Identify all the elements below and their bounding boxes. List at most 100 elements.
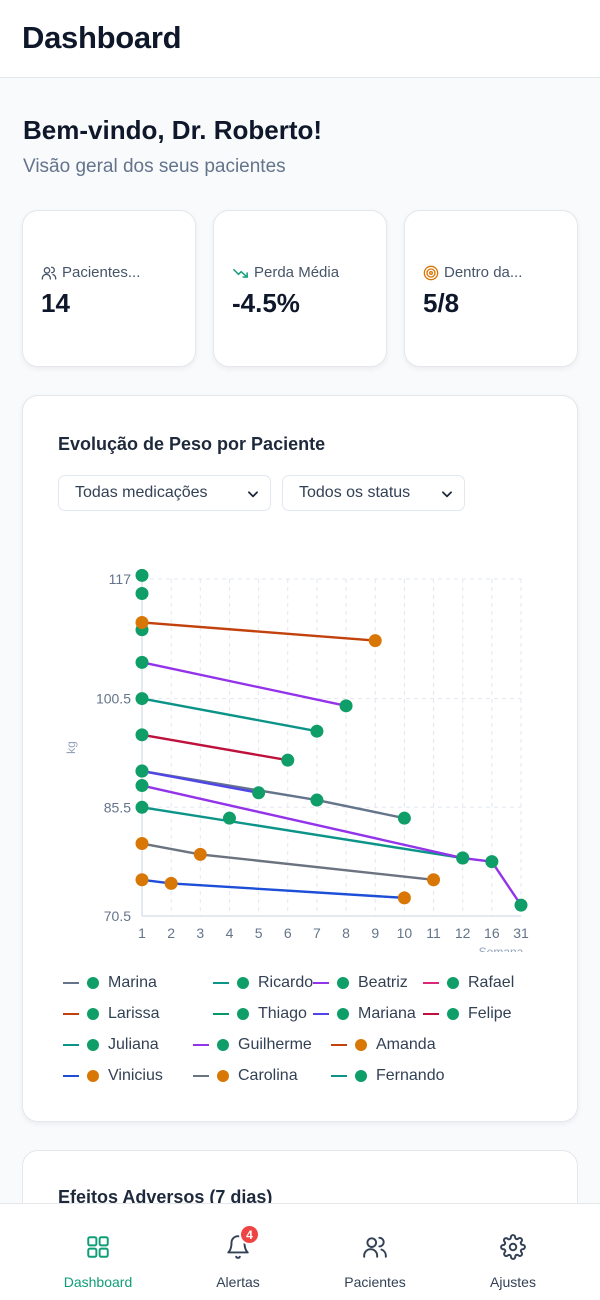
legend-item-ricardo[interactable]: Ricardo	[213, 974, 313, 992]
legend-item-vinicius[interactable]: Vinicius	[63, 1067, 163, 1085]
legend-label: Beatriz	[358, 974, 408, 991]
data-point-marina	[310, 793, 324, 807]
select-value: Todas medicações	[75, 484, 208, 501]
data-point-beatriz	[135, 779, 149, 793]
stat-value: 5/8	[423, 288, 460, 318]
stat-card-avg-loss[interactable]: Perda Média -4.5%	[213, 210, 387, 367]
series-line-mariana	[141, 769, 259, 794]
legend-label: Rafael	[468, 974, 515, 991]
data-point-amanda	[135, 615, 149, 629]
legend-label: Vinicius	[108, 1067, 163, 1084]
data-point-marina	[397, 811, 411, 825]
legend-item-marina[interactable]: Marina	[63, 974, 157, 992]
x-tick-label: 16	[484, 925, 500, 941]
chart-title: Evolução de Peso por Paciente	[58, 434, 326, 454]
trending-down-icon	[232, 265, 249, 281]
legend-line-swatch	[63, 1013, 79, 1015]
legend-dot-swatch	[337, 977, 349, 989]
series-line-felipe	[141, 733, 288, 762]
legend-label: Fernando	[376, 1067, 445, 1084]
nav-alerts[interactable]: 4 Alertas	[163, 1204, 313, 1300]
data-point-beatriz	[485, 855, 499, 869]
y-tick-label: 70.5	[104, 908, 131, 924]
legend-line-swatch	[193, 1044, 209, 1046]
legend-dot-swatch	[87, 1070, 99, 1082]
data-point-carolina	[193, 847, 207, 861]
series-line-beatriz	[141, 784, 522, 906]
legend-item-amanda[interactable]: Amanda	[331, 1036, 436, 1054]
data-point-vinicius	[397, 891, 411, 905]
legend-item-guilherme[interactable]: Guilherme	[193, 1036, 312, 1054]
legend-item-thiago[interactable]: Thiago	[213, 1005, 307, 1023]
stat-card-patients[interactable]: Pacientes... 14	[22, 210, 196, 367]
stat-value: 14	[41, 288, 70, 318]
legend-label: Felipe	[468, 1005, 512, 1022]
stat-label: Pacientes...	[62, 264, 141, 281]
legend-dot-swatch	[447, 977, 459, 989]
legend-line-swatch	[331, 1075, 347, 1077]
data-point-juliana	[135, 692, 149, 706]
legend-line-swatch	[313, 982, 329, 984]
legend-line-swatch	[213, 1013, 229, 1015]
legend-line-swatch	[423, 982, 439, 984]
legend-item-juliana[interactable]: Juliana	[63, 1036, 159, 1054]
users-icon	[362, 1234, 388, 1260]
data-point-vinicius	[135, 873, 149, 887]
legend-item-felipe[interactable]: Felipe	[423, 1005, 512, 1023]
legend-item-beatriz[interactable]: Beatriz	[313, 974, 408, 992]
legend-line-swatch	[213, 982, 229, 984]
data-point-ricardo	[135, 800, 149, 814]
chevron-down-icon	[246, 487, 260, 506]
legend-item-rafael[interactable]: Rafael	[423, 974, 514, 992]
y-tick-label: 117	[109, 571, 132, 587]
legend-line-swatch	[63, 982, 79, 984]
legend-label: Thiago	[258, 1005, 307, 1022]
nav-dashboard[interactable]: Dashboard	[23, 1204, 173, 1300]
series-line-amanda	[141, 621, 376, 642]
nav-settings[interactable]: Ajustes	[438, 1204, 588, 1300]
adverse-effects-title: Efeitos Adversos (7 dias)	[58, 1187, 273, 1207]
legend-item-carolina[interactable]: Carolina	[193, 1067, 298, 1085]
alert-count-badge: 4	[239, 1224, 260, 1245]
x-tick-label: 10	[397, 925, 413, 941]
data-point-vinicius	[164, 876, 178, 890]
welcome-title: Bem-vindo, Dr. Roberto!	[23, 115, 323, 145]
legend-line-swatch	[63, 1075, 79, 1077]
medication-filter-select[interactable]: Todas medicações	[58, 475, 271, 511]
data-point-carolina	[135, 837, 149, 851]
select-value: Todos os status	[299, 484, 411, 501]
legend-label: Mariana	[358, 1005, 416, 1022]
legend-dot-swatch	[237, 977, 249, 989]
data-point-rafael	[135, 568, 149, 582]
legend-dot-swatch	[87, 1039, 99, 1051]
series-line-guilherme	[141, 661, 347, 708]
legend-item-larissa[interactable]: Larissa	[63, 1005, 160, 1023]
nav-patients[interactable]: Pacientes	[300, 1204, 450, 1300]
legend-item-fernando[interactable]: Fernando	[331, 1067, 445, 1085]
legend-dot-swatch	[87, 1008, 99, 1020]
legend-label: Guilherme	[238, 1036, 312, 1053]
y-tick-label: 85.5	[104, 799, 131, 815]
nav-label: Dashboard	[63, 1274, 133, 1290]
legend-item-mariana[interactable]: Mariana	[313, 1005, 416, 1023]
x-tick-label: 5	[255, 925, 263, 941]
series-line-juliana	[141, 697, 318, 733]
stat-card-in-range[interactable]: Dentro da... 5/8	[404, 210, 578, 367]
data-point-larissa	[135, 586, 149, 600]
legend-line-swatch	[63, 1044, 79, 1046]
top-header: Dashboard	[0, 0, 600, 78]
x-tick-label: 6	[284, 925, 292, 941]
series-line-ricardo	[141, 806, 463, 860]
stat-value: -4.5%	[232, 288, 300, 318]
data-point-guilherme	[339, 699, 353, 713]
legend-line-swatch	[331, 1044, 347, 1046]
legend-label: Larissa	[108, 1005, 160, 1022]
legend-dot-swatch	[337, 1008, 349, 1020]
data-point-amanda	[368, 634, 382, 648]
status-filter-select[interactable]: Todos os status	[282, 475, 465, 511]
data-point-carolina	[427, 873, 441, 887]
x-tick-label: 3	[196, 925, 204, 941]
data-point-mariana	[252, 786, 266, 800]
x-axis-label: Semana	[479, 945, 524, 959]
